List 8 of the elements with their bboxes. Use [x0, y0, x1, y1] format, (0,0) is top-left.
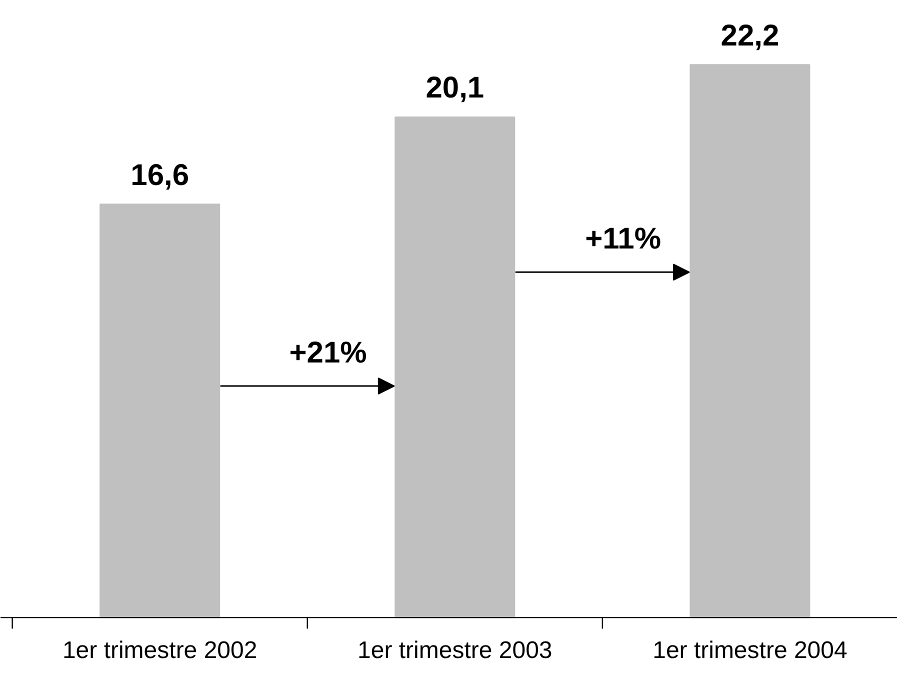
x-tick-label: 1er trimestre 2003: [358, 637, 552, 664]
annotation: +11%: [585, 222, 662, 256]
data-label: 16,6: [130, 158, 190, 192]
data-label: 20,1: [426, 72, 484, 105]
x-tick-label: 1er trimestre 2002: [62, 637, 258, 664]
x-tick-label: 1er trimestre 2004: [652, 637, 848, 664]
data-label: 22,2: [720, 19, 780, 52]
annotation: +21%: [289, 336, 367, 370]
